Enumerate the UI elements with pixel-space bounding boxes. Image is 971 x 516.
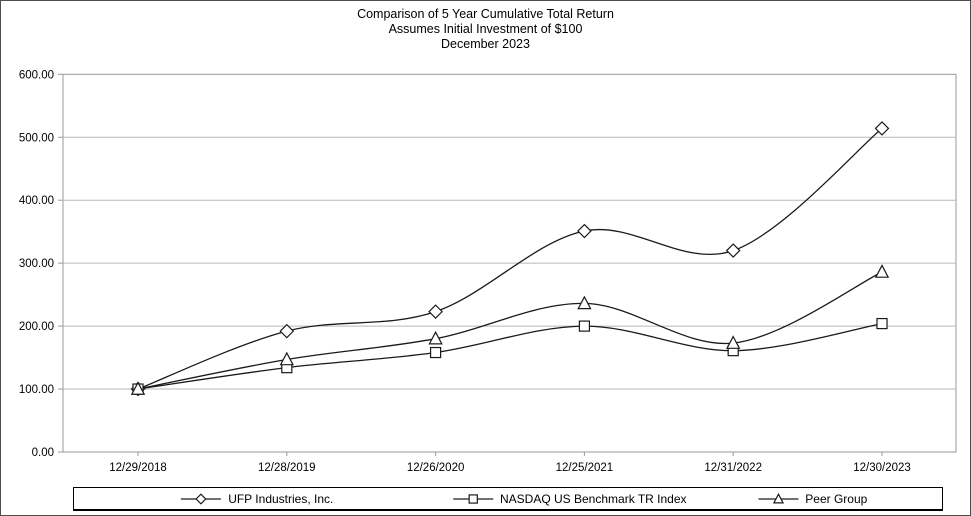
x-tick-label: 12/31/2022 [704, 462, 762, 474]
x-tick-label: 12/26/2020 [407, 462, 465, 474]
triangle-marker [279, 351, 294, 366]
triangle-marker [874, 264, 890, 278]
y-tick-label: 200.00 [19, 321, 54, 333]
diamond-marker [279, 323, 295, 339]
legend-label: NASDAQ US Benchmark TR Index [499, 491, 687, 506]
series-line-triangle [137, 271, 883, 390]
triangle-marker [772, 492, 784, 503]
legend-item-triangle: Peer Group [756, 492, 867, 506]
series-line-square [137, 322, 883, 390]
triangle-marker [130, 381, 146, 395]
legend-label: UFP Industries, Inc. [228, 491, 334, 506]
chart-title-block: Comparison of 5 Year Cumulative Total Re… [1, 7, 970, 52]
x-tick-label: 12/29/2018 [109, 462, 167, 474]
diamond-marker [577, 223, 592, 239]
x-tick-label: 12/28/2019 [258, 462, 316, 474]
legend-item-diamond: UFP Industries, Inc. [179, 492, 333, 506]
diamond-marker [428, 304, 443, 319]
chart-subtitle-investment: Assumes Initial Investment of $100 [388, 22, 583, 36]
square-marker [578, 320, 591, 332]
triangle-marker [577, 295, 592, 310]
square-marker [429, 346, 442, 359]
series-line-diamond [137, 127, 883, 390]
chart-title: Comparison of 5 Year Cumulative Total Re… [357, 7, 614, 21]
diamond-marker [874, 121, 890, 136]
y-tick-label: 300.00 [19, 258, 54, 270]
y-tick-label: 0.00 [32, 447, 54, 459]
diamond-marker [725, 243, 741, 258]
triangle-marker [726, 335, 741, 349]
legend-diamond-icon [181, 492, 222, 505]
square-marker [876, 317, 888, 330]
chart-subtitle-date: December 2023 [441, 37, 530, 51]
legend-square-icon [452, 493, 493, 504]
x-tick-label: 12/30/2023 [853, 462, 911, 474]
diamond-marker [195, 492, 207, 505]
square-marker [468, 493, 478, 504]
legend-label: Peer Group [805, 491, 868, 506]
y-tick-label: 600.00 [19, 69, 54, 81]
y-tick-label: 400.00 [19, 195, 54, 207]
x-tick-label: 12/25/2021 [556, 462, 614, 474]
legend-item-square: NASDAQ US Benchmark TR Index [451, 492, 687, 506]
y-tick-label: 100.00 [19, 384, 54, 396]
legend: UFP Industries, Inc. NASDAQ US Benchmark … [73, 487, 943, 511]
triangle-marker [428, 330, 443, 345]
y-tick-label: 500.00 [19, 132, 54, 144]
legend-triangle-icon [758, 492, 799, 503]
